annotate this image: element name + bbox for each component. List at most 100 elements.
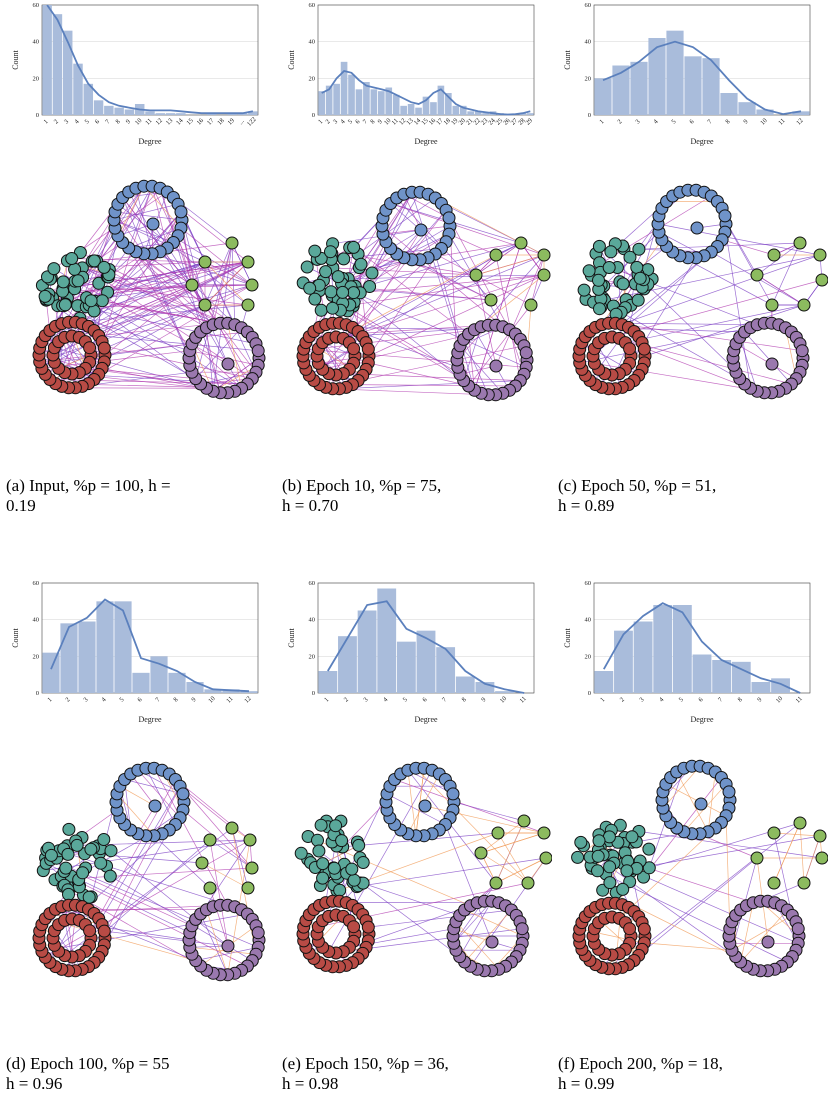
node-teal bbox=[592, 865, 604, 877]
edge-inter bbox=[333, 230, 421, 244]
x-tick-label: 4 bbox=[658, 696, 666, 704]
node-blue bbox=[415, 224, 427, 236]
histogram-bar bbox=[371, 89, 378, 115]
node-teal bbox=[643, 843, 655, 855]
node-green bbox=[768, 877, 780, 889]
edge-inter bbox=[615, 323, 757, 325]
node-red bbox=[348, 921, 360, 933]
edge-inter bbox=[111, 851, 228, 946]
node-purple bbox=[762, 936, 774, 948]
node-teal bbox=[315, 819, 327, 831]
x-tick-label: 3 bbox=[332, 118, 339, 125]
histogram-bar bbox=[176, 113, 185, 115]
x-tick-label: 13 bbox=[165, 117, 175, 127]
node-purple bbox=[252, 927, 264, 939]
x-tick-label: 5 bbox=[84, 118, 91, 125]
node-red bbox=[98, 925, 110, 937]
graph-nodes-c bbox=[573, 184, 828, 399]
node-teal bbox=[617, 883, 629, 895]
y-axis-label: Count bbox=[11, 49, 20, 69]
node-green bbox=[475, 847, 487, 859]
node-green bbox=[751, 852, 763, 864]
y-tick-label: 40 bbox=[33, 39, 40, 46]
node-teal bbox=[337, 286, 349, 298]
node-teal bbox=[634, 272, 646, 284]
node-green bbox=[538, 269, 550, 281]
histogram-bar bbox=[467, 111, 474, 115]
x-axis-label: Degree bbox=[690, 137, 714, 146]
node-red bbox=[638, 923, 650, 935]
node-green bbox=[816, 274, 828, 286]
x-tick-label: 5 bbox=[678, 696, 685, 703]
node-purple bbox=[516, 923, 528, 935]
histogram-bar bbox=[648, 38, 665, 115]
histogram-bar bbox=[94, 100, 103, 115]
node-teal bbox=[63, 823, 75, 835]
edge-orange bbox=[774, 833, 820, 836]
x-tick-label: 3 bbox=[638, 696, 645, 703]
y-tick-label: 0 bbox=[588, 112, 591, 119]
node-red bbox=[624, 923, 636, 935]
histogram-bar bbox=[78, 622, 95, 694]
node-purple bbox=[222, 940, 234, 952]
node-blue bbox=[147, 218, 159, 230]
node-teal bbox=[578, 284, 590, 296]
node-purple bbox=[520, 347, 532, 359]
node-green bbox=[470, 269, 482, 281]
node-blue bbox=[691, 222, 703, 234]
edge-magenta bbox=[449, 234, 496, 255]
node-blue bbox=[419, 800, 431, 812]
node-green bbox=[244, 834, 256, 846]
x-tick-label: 8 bbox=[369, 118, 376, 125]
x-tick-label: 8 bbox=[114, 118, 121, 125]
histogram-bar bbox=[712, 660, 731, 693]
histogram-bar bbox=[430, 102, 437, 115]
x-tick-label: 12 bbox=[154, 117, 164, 127]
edge-orange bbox=[644, 943, 732, 950]
node-teal bbox=[632, 294, 644, 306]
x-tick-label: 4 bbox=[339, 118, 347, 126]
x-tick-label: 5 bbox=[347, 118, 354, 125]
x-tick-label: 4 bbox=[652, 118, 660, 126]
y-tick-label: 60 bbox=[585, 580, 592, 587]
node-teal bbox=[626, 831, 638, 843]
node-green bbox=[798, 877, 810, 889]
node-teal bbox=[57, 276, 69, 288]
node-green bbox=[242, 256, 254, 268]
y-tick-label: 20 bbox=[33, 653, 40, 660]
x-tick-label: 12 bbox=[795, 117, 805, 127]
node-blue bbox=[177, 788, 189, 800]
node-teal bbox=[77, 867, 89, 879]
graph-nodes-f bbox=[572, 760, 828, 977]
edge-orange bbox=[732, 915, 792, 950]
x-tick-label: 4 bbox=[382, 696, 390, 704]
node-teal bbox=[338, 253, 350, 265]
node-green bbox=[226, 822, 238, 834]
y-tick-label: 0 bbox=[312, 690, 315, 697]
x-tick-label: 1 bbox=[42, 118, 49, 125]
node-teal bbox=[633, 243, 645, 255]
edge-magenta bbox=[318, 356, 369, 363]
node-red bbox=[362, 921, 374, 933]
node-green bbox=[199, 299, 211, 311]
node-teal bbox=[357, 857, 369, 869]
node-green bbox=[242, 882, 254, 894]
edge-inter bbox=[745, 332, 792, 384]
node-green bbox=[768, 249, 780, 261]
histogram-bar bbox=[614, 631, 633, 693]
node-teal bbox=[39, 290, 51, 302]
node-green bbox=[816, 852, 828, 864]
x-tick-label: 6 bbox=[688, 118, 696, 126]
y-tick-label: 40 bbox=[585, 39, 592, 46]
node-teal bbox=[312, 834, 324, 846]
node-teal bbox=[348, 874, 360, 886]
y-tick-label: 60 bbox=[33, 2, 40, 9]
node-teal bbox=[105, 845, 117, 857]
node-teal bbox=[304, 282, 316, 294]
node-purple bbox=[796, 345, 808, 357]
node-teal bbox=[69, 263, 81, 275]
